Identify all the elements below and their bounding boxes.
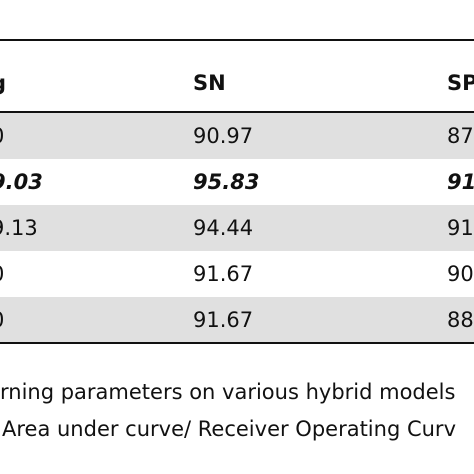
table-cell: 0 (0, 113, 4, 159)
table-cell: 88 (447, 308, 474, 332)
table-cell: 0 (0, 297, 4, 343)
table-cell: 87 (447, 124, 474, 148)
header-row: g SN SP (0, 60, 474, 106)
header-rule (0, 111, 474, 113)
header-cell: SP (447, 71, 474, 95)
header-cell: g (0, 60, 6, 106)
table-cell: 91 (447, 216, 474, 240)
table-cell: 91.67 (193, 262, 254, 286)
table-cell: 90.97 (193, 124, 254, 148)
table-cell: 91.67 (193, 308, 254, 332)
table-row: 0 90.97 87 (0, 113, 474, 159)
top-rule (0, 39, 474, 41)
table-row: 9.13 94.44 91 (0, 205, 474, 251)
header-cell: SN (193, 71, 226, 95)
caption-line: Area under curve/ Receiver Operating Cur… (2, 417, 456, 441)
table-cell: 90 (447, 262, 474, 286)
table-cell: 91 (447, 170, 474, 194)
table-cell: 94.44 (193, 216, 254, 240)
table-row: 9.03 95.83 91 (0, 159, 474, 205)
table-cell: 9.03 (0, 170, 43, 194)
table-row: 0 91.67 88 (0, 297, 474, 343)
table-row: 0 91.67 90 (0, 251, 474, 297)
bottom-rule (0, 342, 474, 344)
caption-line: rning parameters on various hybrid model… (0, 380, 456, 404)
table-cell: 9.13 (0, 216, 38, 240)
table-cell: 0 (0, 251, 4, 297)
table-cell: 95.83 (193, 170, 260, 194)
